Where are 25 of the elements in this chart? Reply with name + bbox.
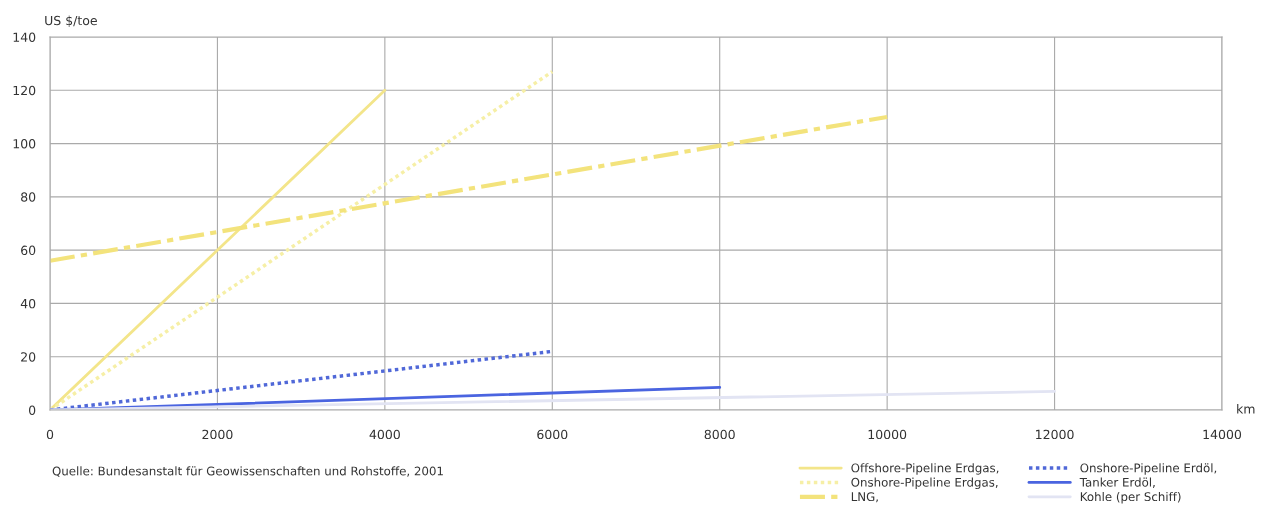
legend-label: Onshore-Pipeline Erdöl, xyxy=(1080,463,1217,475)
legend-label: Onshore-Pipeline Erdgas, xyxy=(851,477,998,490)
x-tick-label: 0 xyxy=(46,429,54,440)
y-tick-label: 60 xyxy=(21,245,36,256)
x-tick-label: 14000 xyxy=(1203,429,1242,440)
y-tick-label: 80 xyxy=(21,192,36,202)
y-tick-label: 120 xyxy=(13,85,36,96)
y-tick-label: 20 xyxy=(21,352,36,362)
y-tick-label: 40 xyxy=(20,298,36,309)
legend-label: Offshore-Pipeline Erdgas, xyxy=(851,463,999,475)
y-tick-label: 0 xyxy=(28,405,36,415)
x-tick-label: 4000 xyxy=(369,429,400,440)
x-tick-label: 10000 xyxy=(868,429,907,440)
legend-label: LNG, xyxy=(851,492,878,503)
y-tick-label: 100 xyxy=(13,139,36,149)
x-axis-title: km xyxy=(1237,403,1255,414)
x-tick-label: 8000 xyxy=(704,429,735,440)
legend-label: Kohle (per Schiff) xyxy=(1080,491,1181,504)
x-tick-label: 6000 xyxy=(537,429,568,440)
legend-label: Tanker Erdöl, xyxy=(1079,477,1155,488)
y-axis-title: US $/toe xyxy=(45,15,97,27)
x-tick-label: 2000 xyxy=(202,429,233,440)
y-tick-label: 140 xyxy=(13,32,36,42)
x-tick-label: 12000 xyxy=(1036,429,1074,440)
source-note: Quelle: Bundesanstalt für Geowissenschaften und Rohstoffe, 2001 xyxy=(52,466,443,477)
